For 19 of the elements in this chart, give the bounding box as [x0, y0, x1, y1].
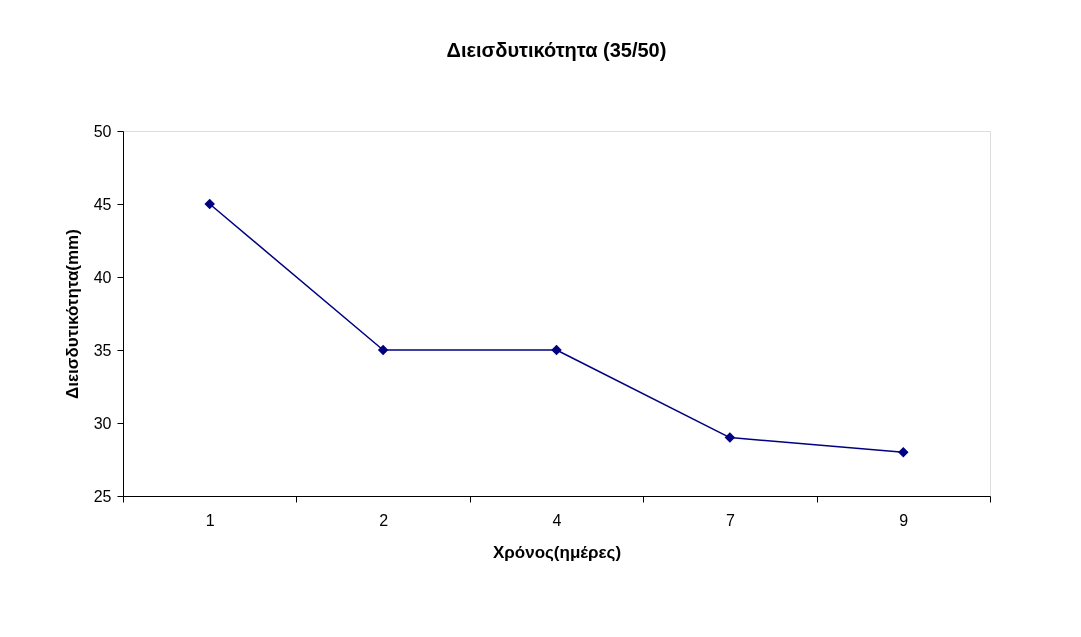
y-tick-label: 35 [93, 341, 112, 359]
y-tick-label: 25 [93, 487, 112, 505]
y-tick-label: 50 [93, 122, 112, 140]
x-tick-label: 4 [552, 511, 562, 529]
y-tick-label: 40 [93, 268, 112, 286]
y-axis-title: Διεισδυτικότητα(mm) [62, 229, 82, 399]
x-axis-title: Χρόνος(ημέρες) [492, 542, 622, 562]
x-tick-label: 1 [205, 511, 215, 529]
point [377, 344, 389, 356]
chart-title: Διεισδυτικότητα (35/50) [446, 39, 667, 61]
point [724, 432, 736, 443]
x-tick-label: 9 [899, 511, 909, 529]
point [898, 446, 909, 458]
y-tick-label: 45 [93, 195, 112, 213]
point [204, 198, 215, 210]
point [551, 344, 562, 356]
x-tick-label: 2 [379, 511, 389, 529]
x-tick-label: 7 [725, 511, 735, 529]
y-tick-label: 30 [93, 414, 112, 432]
